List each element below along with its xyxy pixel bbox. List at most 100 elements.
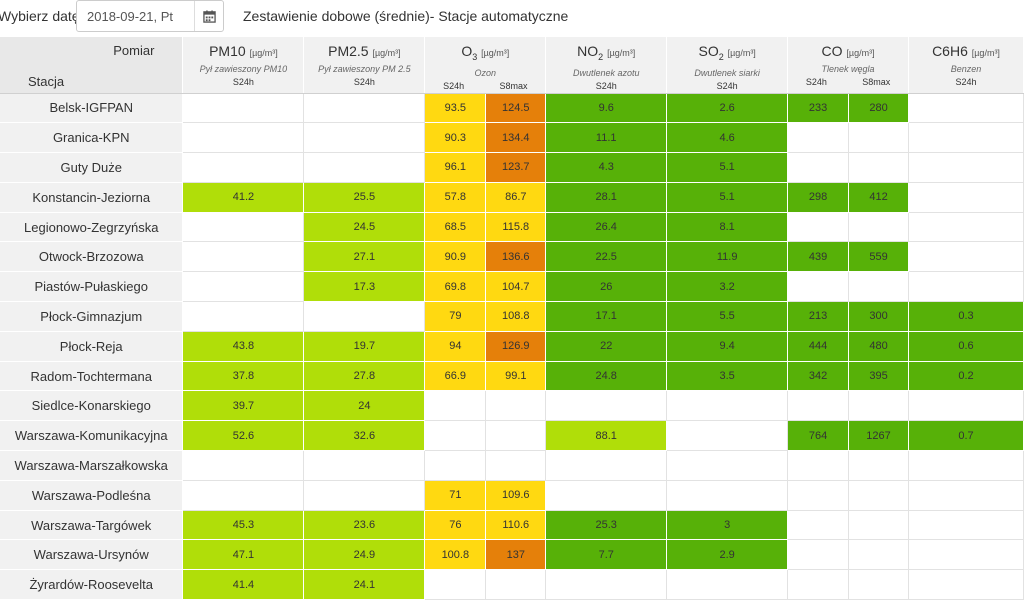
value-cell	[182, 480, 305, 511]
pollutant-name: PM2.5	[328, 43, 369, 59]
value-cell	[424, 569, 487, 600]
station-name[interactable]: Belsk-IGFPAN	[0, 93, 184, 124]
value-cell: 109.6	[485, 480, 547, 511]
station-name[interactable]: Warszawa-Ursynów	[0, 539, 184, 571]
col-header-so2[interactable]: SO2 [µg/m³] Dwutlenek siarki S24h	[666, 37, 789, 94]
value-cell	[666, 569, 789, 600]
value-cell	[666, 390, 789, 422]
value-cell	[848, 212, 909, 243]
value-cell: 24.1	[303, 569, 426, 600]
value-cell: 9.6	[545, 93, 668, 124]
station-name[interactable]: Piastów-Pułaskiego	[0, 271, 184, 303]
value-cell	[303, 450, 426, 481]
value-cell: 0.2	[908, 361, 1024, 392]
col-header-pm25[interactable]: PM2.5 [µg/m³] Pył zawieszony PM 2.5 S24h	[303, 37, 426, 94]
value-cell	[666, 420, 789, 452]
value-cell: 4.3	[545, 152, 668, 183]
table-row: Żyrardów-Roosevelta 41.4 24.1	[0, 569, 1024, 600]
date-input[interactable]	[77, 1, 195, 31]
pollutant-unit: [µg/m³]	[481, 48, 510, 58]
value-cell	[787, 539, 850, 571]
value-cell: 37.8	[182, 361, 305, 392]
value-cell: 79	[424, 301, 487, 332]
table-row: Belsk-IGFPAN 93.5 124.5 9.6 2.6 233 280	[0, 93, 1024, 124]
value-cell: 3	[666, 510, 789, 541]
value-cell: 19.7	[303, 331, 426, 362]
pollutant-description: Dwutlenek azotu	[572, 67, 640, 78]
value-cell: 5.1	[666, 152, 789, 183]
value-cell: 439	[787, 241, 850, 273]
table-row: Płock-Gimnazjum 79 108.8 17.1 5.5 213 300 0.3	[0, 301, 1024, 332]
station-name[interactable]: Legionowo-Zegrzyńska	[0, 212, 184, 243]
pollutant-description: Pył zawieszony PM 2.5	[318, 64, 411, 74]
value-cell	[908, 182, 1024, 213]
value-cell: 41.4	[182, 569, 305, 600]
value-cell: 52.6	[182, 420, 305, 452]
corner-cell: Pomiar Stacja	[0, 37, 184, 94]
value-cell: 115.8	[485, 212, 547, 243]
table-row: Radom-Tochtermana 37.8 27.8 66.9 99.1 24.8 3.5…	[0, 361, 1024, 392]
value-cell: 11.9	[666, 241, 789, 273]
value-cell: 24.8	[545, 361, 668, 392]
station-name[interactable]: Żyrardów-Roosevelta	[0, 569, 184, 600]
value-cell	[182, 241, 305, 273]
aggregation-label: S24h	[805, 77, 827, 87]
value-cell	[303, 301, 426, 332]
value-cell: 69.8	[424, 271, 487, 303]
table-row: Warszawa-Komunikacyjna 52.6 32.6 88.1 764 126…	[0, 420, 1024, 452]
pollutant-description: Pył zawieszony PM10	[199, 64, 288, 74]
station-name[interactable]: Warszawa-Podleśna	[0, 480, 184, 511]
value-cell	[182, 301, 305, 332]
value-cell: 39.7	[182, 390, 305, 422]
aggregation-label: S8max	[499, 80, 528, 91]
value-cell	[787, 450, 850, 481]
value-cell: 24.5	[303, 212, 426, 243]
pollutant-name: NO	[577, 43, 599, 59]
value-cell: 96.1	[424, 152, 487, 183]
station-name[interactable]: Warszawa-Targówek	[0, 510, 184, 541]
col-header-no2[interactable]: NO2 [µg/m³] Dwutlenek azotu S24h	[545, 37, 668, 94]
date-picker[interactable]	[76, 0, 224, 32]
value-cell	[908, 539, 1024, 571]
calendar-button[interactable]	[194, 1, 223, 31]
station-name[interactable]: Otwock-Brzozowa	[0, 241, 184, 273]
value-cell: 26	[545, 271, 668, 303]
value-cell	[787, 569, 850, 600]
value-cell: 86.7	[485, 182, 547, 213]
station-name[interactable]: Warszawa-Komunikacyjna	[0, 420, 184, 452]
value-cell	[424, 390, 487, 422]
value-cell: 8.1	[666, 212, 789, 243]
value-cell	[848, 450, 909, 481]
value-cell	[787, 271, 850, 303]
value-cell: 17.3	[303, 271, 426, 303]
station-name[interactable]: Płock-Gimnazjum	[0, 301, 184, 332]
col-header-pm10[interactable]: PM10 [µg/m³] Pył zawieszony PM10 S24h	[182, 37, 305, 94]
station-name[interactable]: Granica-KPN	[0, 122, 184, 154]
station-name[interactable]: Płock-Reja	[0, 331, 184, 362]
value-cell	[908, 152, 1024, 183]
station-name[interactable]: Radom-Tochtermana	[0, 361, 184, 392]
value-cell	[182, 271, 305, 303]
value-cell: 93.5	[424, 93, 487, 124]
value-cell	[485, 420, 547, 452]
value-cell	[848, 480, 909, 511]
value-cell: 444	[787, 331, 850, 362]
aggregation-label: S24h	[595, 80, 617, 91]
station-name[interactable]: Konstancin-Jeziorna	[0, 182, 184, 213]
col-header-c6h6[interactable]: C6H6 [µg/m³] Benzen S24h	[908, 37, 1024, 94]
station-name[interactable]: Warszawa-Marszałkowska	[0, 450, 184, 481]
value-cell	[666, 450, 789, 481]
value-cell	[908, 271, 1024, 303]
station-name[interactable]: Guty Duże	[0, 152, 184, 183]
station-name[interactable]: Siedlce-Konarskiego	[0, 390, 184, 422]
value-cell	[424, 450, 487, 481]
value-cell: 764	[787, 420, 850, 452]
value-cell: 0.3	[908, 301, 1024, 332]
value-cell: 25.5	[303, 182, 426, 213]
col-header-o3[interactable]: O3 [µg/m³] Ozon S24h S8max	[424, 37, 547, 94]
value-cell: 24.9	[303, 539, 426, 571]
value-cell	[787, 152, 850, 183]
col-header-co[interactable]: CO [µg/m³] Tlenek węgla S24h S8max	[787, 37, 909, 94]
aggregation-label: S24h	[716, 80, 738, 91]
value-cell: 0.7	[908, 420, 1024, 452]
